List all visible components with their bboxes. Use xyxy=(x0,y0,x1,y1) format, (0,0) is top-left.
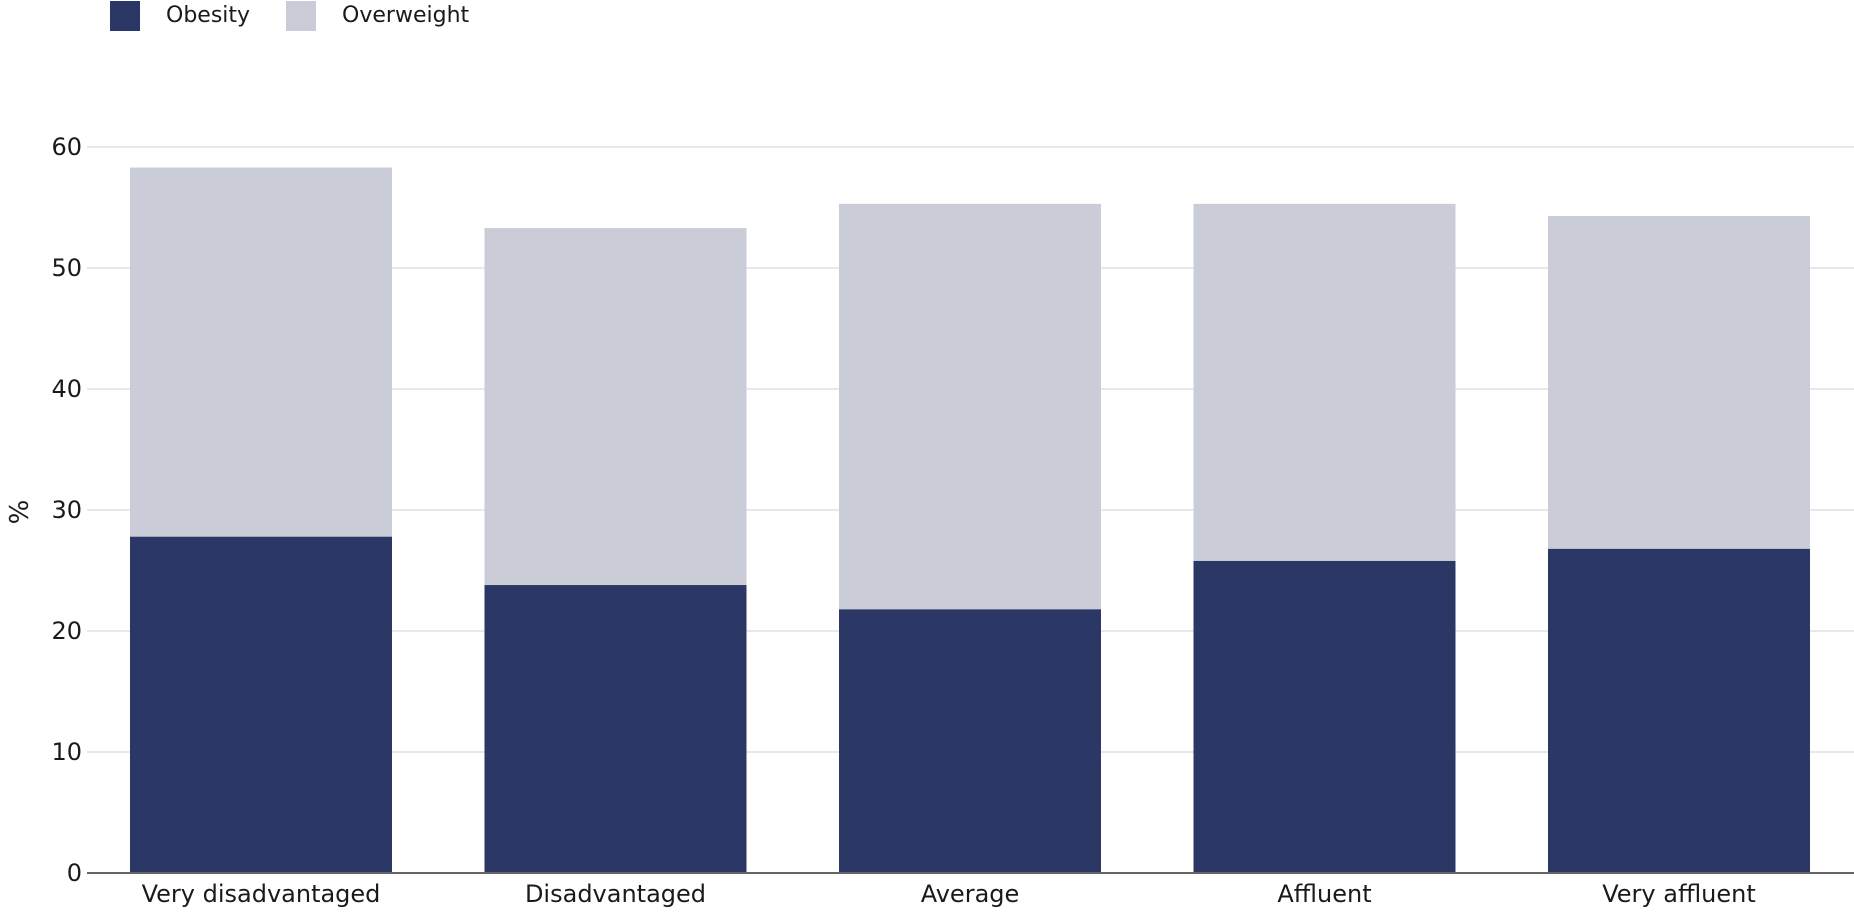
y-tick-label-10: 10 xyxy=(51,738,82,766)
x-tick-label-4: Very affluent xyxy=(1602,880,1756,908)
bar-obesity-1 xyxy=(484,585,747,873)
x-tick-label-2: Average xyxy=(921,880,1020,908)
bar-overweight-4 xyxy=(1548,215,1810,549)
bar-obesity-3 xyxy=(1193,560,1456,873)
legend-label-overweight: Overweight xyxy=(342,3,470,28)
y-tick-label-40: 40 xyxy=(51,375,82,403)
x-tick-label-0: Very disadvantaged xyxy=(142,880,381,908)
legend-swatch-obesity xyxy=(110,1,140,31)
y-axis-title: % xyxy=(5,500,35,525)
bar-overweight-0 xyxy=(130,167,392,537)
legend-label-obesity: Obesity xyxy=(166,3,251,28)
x-tick-label-1: Disadvantaged xyxy=(525,880,706,908)
bar-overweight-2 xyxy=(839,203,1101,610)
bar-obesity-2 xyxy=(839,609,1101,873)
y-tick-label-30: 30 xyxy=(51,496,82,524)
legend-swatch-overweight xyxy=(286,1,317,31)
legend-item-obesity: Obesity xyxy=(110,1,250,31)
x-tick-label-3: Affluent xyxy=(1277,880,1371,908)
bar-overweight-1 xyxy=(484,228,747,586)
y-tick-label-0: 0 xyxy=(67,859,82,887)
y-tick-label-50: 50 xyxy=(51,254,82,282)
legend-item-overweight: Overweight xyxy=(286,1,469,31)
bar-overweight-3 xyxy=(1193,203,1456,561)
bar-obesity-4 xyxy=(1548,548,1810,873)
y-tick-label-20: 20 xyxy=(51,617,82,645)
bar-obesity-0 xyxy=(130,536,392,873)
y-tick-label-60: 60 xyxy=(51,133,82,161)
legend: Obesity Overweight xyxy=(110,1,505,31)
